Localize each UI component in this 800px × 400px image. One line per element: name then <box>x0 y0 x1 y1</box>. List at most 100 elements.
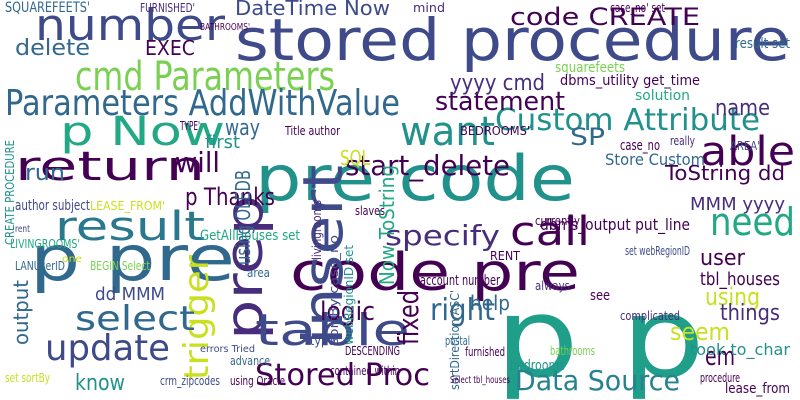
word: see <box>590 288 610 304</box>
word: advance <box>230 354 270 368</box>
word: right <box>430 293 495 328</box>
word: select <box>75 299 195 339</box>
word: solution <box>635 88 690 104</box>
word: set webRegionID <box>625 244 690 258</box>
word: first <box>205 132 240 153</box>
word: p Now <box>60 109 225 155</box>
word: cmd Parameters <box>75 54 335 100</box>
word: author subject <box>15 198 90 214</box>
word: know <box>75 371 125 396</box>
word: update <box>45 328 170 369</box>
word: Stored Proc <box>255 358 430 393</box>
word: really <box>670 134 695 148</box>
word: want <box>400 109 495 155</box>
word: set sortBy <box>5 371 50 385</box>
word: run <box>25 161 65 186</box>
word: result <box>55 204 205 250</box>
word: LEASE_FROM' <box>90 199 165 213</box>
word: using OLEDB <box>231 170 255 265</box>
word: Now ToString <box>375 165 399 285</box>
word: bedrooms <box>510 358 565 374</box>
word: need <box>710 200 795 244</box>
word: TYPE' <box>179 119 200 133</box>
word: way <box>225 116 260 141</box>
word: LIVINGROOMS' <box>10 237 80 251</box>
word: SQL <box>340 146 371 170</box>
word: crm_zipcodes <box>160 374 220 388</box>
word: case_no' set <box>610 1 665 15</box>
word: Title author <box>284 124 340 138</box>
word: seem <box>670 318 730 346</box>
word: always <box>535 279 570 293</box>
word: contained within <box>330 364 400 378</box>
word: logic <box>320 297 375 327</box>
word: LANUserID <box>15 259 65 273</box>
word: sortBy case_no <box>327 235 341 345</box>
word: stored procedure <box>235 6 790 74</box>
word: RENT <box>490 249 521 263</box>
word: procedure <box>700 371 740 385</box>
word: EXEC <box>145 36 195 60</box>
word: Data Source <box>515 364 680 397</box>
word: able <box>700 129 795 175</box>
word: SQUAREFEETS' <box>5 0 90 16</box>
word: sortDirection ASC' <box>448 290 462 390</box>
word: rent <box>15 224 30 235</box>
word: pre code <box>255 142 575 215</box>
word: p p <box>495 274 705 400</box>
word: using Oracle <box>230 374 285 388</box>
word: dd MMM <box>95 284 165 305</box>
word: Parameters AddWithValue <box>5 83 400 124</box>
word: using <box>705 283 760 311</box>
word: ToString dd <box>664 161 785 185</box>
word: insert <box>291 165 355 345</box>
word: squarefeets <box>555 60 625 76</box>
word: table <box>255 305 410 356</box>
word: will <box>175 146 220 179</box>
word: FURNISHED' <box>140 1 195 15</box>
word: CREATE PROCEDURE <box>3 140 17 245</box>
word: case_no <box>620 138 660 154</box>
word: BEDROOMS' <box>460 124 530 138</box>
word: bathrooms <box>550 344 595 358</box>
word: statement <box>435 87 565 117</box>
word: area <box>247 266 270 280</box>
word: slaves <box>355 204 385 218</box>
word: specify <box>385 219 500 252</box>
word: mind <box>413 1 445 15</box>
word: em <box>705 342 735 372</box>
word: tbl_houses <box>700 269 780 290</box>
word: name <box>715 96 770 121</box>
word: webRegionID set <box>342 245 356 345</box>
word: complicated <box>620 309 680 323</box>
word: DESCENDING <box>345 344 400 358</box>
word: Custom Attribute <box>495 103 760 138</box>
word: DateTime Now <box>235 0 390 20</box>
word: return <box>15 144 205 190</box>
word: code pre <box>290 243 580 303</box>
word: yyyy cmd <box>450 71 545 96</box>
word: things <box>720 301 780 326</box>
word: help <box>470 291 510 315</box>
word: p pre <box>30 222 235 295</box>
word: MMM yyyy <box>690 194 785 215</box>
word: number <box>35 0 226 51</box>
word: one <box>62 254 82 265</box>
word: SP <box>570 123 605 151</box>
word: GetAllHouses set <box>200 228 300 244</box>
word: account number <box>420 273 500 289</box>
word: prep <box>215 195 275 340</box>
word: AREA' <box>730 139 760 153</box>
word: fixed <box>392 290 425 345</box>
word: output <box>9 280 33 345</box>
word: furnished <box>465 345 505 359</box>
word: took to_char <box>690 340 790 360</box>
word: user <box>700 246 746 271</box>
word: currently <box>535 214 580 228</box>
word: p Thanks <box>185 183 275 211</box>
word: code CREATE <box>510 3 700 31</box>
word: BATHROOMS' <box>200 22 250 33</box>
word: dbms_utility get_time <box>560 73 700 89</box>
